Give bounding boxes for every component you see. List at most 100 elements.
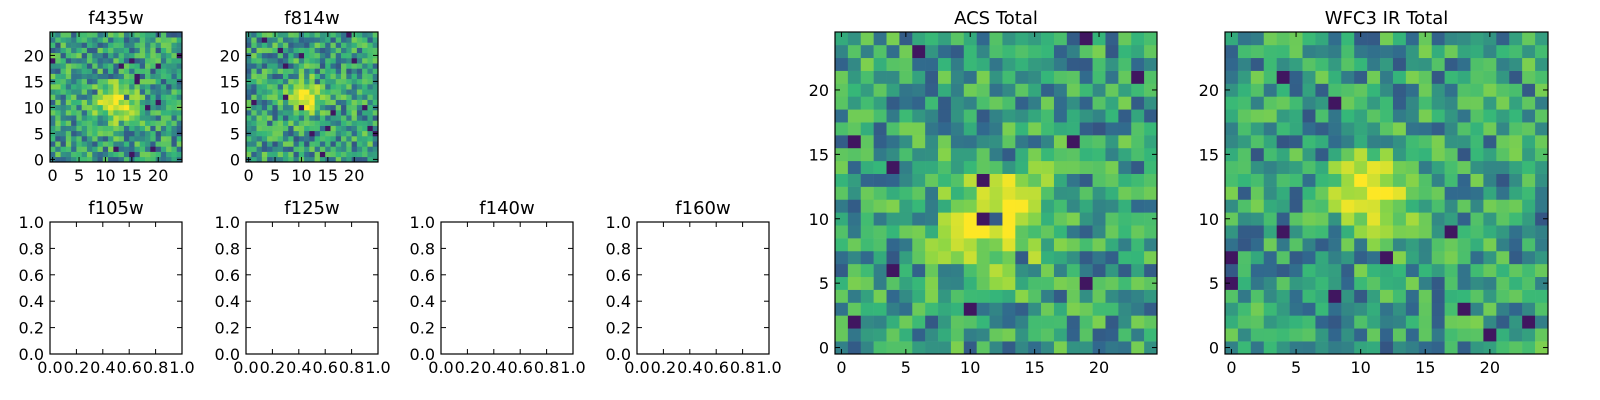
heatmap-cell (139, 146, 146, 152)
heatmap-cell (1263, 122, 1277, 136)
heatmap-cell (1470, 341, 1484, 355)
heatmap-cell (261, 110, 268, 116)
heatmap-cell (362, 89, 368, 95)
heatmap-cell (1444, 186, 1458, 200)
heatmap-cell (113, 130, 119, 137)
heatmap-cell (356, 63, 363, 69)
heatmap-cell (899, 315, 913, 329)
heatmap-cell (246, 89, 252, 95)
heatmap-cell (160, 156, 167, 163)
heatmap-cell (1302, 109, 1316, 123)
heatmap-cell (1092, 147, 1106, 162)
heatmap-cell (1028, 96, 1042, 110)
heatmap-cell (886, 199, 900, 213)
heatmap-cell (108, 110, 114, 116)
heatmap-cell (938, 238, 952, 252)
heatmap-cell (1015, 315, 1029, 329)
heatmap-cell (118, 68, 125, 74)
heatmap-cell (1483, 328, 1497, 342)
heatmap-cell (81, 68, 88, 74)
heatmap-cell (963, 212, 977, 226)
heatmap-cell (155, 58, 162, 64)
heatmap-cell (899, 96, 913, 110)
heatmap-cell (860, 263, 874, 278)
heatmap-cell (256, 125, 263, 132)
heatmap-cell (1431, 109, 1445, 123)
heatmap-cell (155, 115, 162, 121)
heatmap-cell (847, 289, 862, 303)
y-tick-label: 0.8 (410, 239, 435, 258)
heatmap-cell (1002, 135, 1016, 149)
heatmap-cell (346, 115, 352, 121)
heatmap-cell (1470, 212, 1484, 226)
f105w-panel: 0.0 0.2 0.4 0.6 0.8 1.00.00.20.40.60.81.0f105… (19, 198, 195, 377)
heatmap-cell (860, 276, 874, 290)
heatmap-cell (282, 32, 289, 38)
heatmap-cell (1367, 186, 1381, 200)
heatmap-cell (835, 263, 849, 278)
heatmap-cell (1041, 160, 1055, 174)
heatmap-cell (97, 94, 104, 100)
heatmap-cell (293, 89, 300, 95)
heatmap-cell (261, 130, 268, 137)
heatmap-cell (1522, 109, 1536, 123)
heatmap-cell (1405, 238, 1420, 252)
heatmap-cell (118, 141, 125, 147)
heatmap-cell (886, 341, 900, 355)
heatmap-cell (97, 32, 104, 38)
heatmap-cell (1237, 212, 1252, 226)
heatmap-cell (1066, 83, 1081, 97)
heatmap-cell (76, 47, 82, 54)
heatmap-cell (1392, 83, 1407, 97)
heatmap-cell (1328, 289, 1342, 303)
heatmap-cell (134, 89, 141, 95)
heatmap-cell (1457, 173, 1471, 187)
heatmap-cell (60, 104, 67, 111)
heatmap-cell (102, 99, 109, 106)
heatmap-cell (1092, 302, 1106, 316)
heatmap-cell (1431, 276, 1445, 290)
heatmap-cell (1315, 32, 1329, 46)
y-tick-label: 1.0 (19, 213, 44, 232)
heatmap-cell (1015, 250, 1029, 265)
heatmap-cell (847, 57, 862, 71)
heatmap-cell (1405, 109, 1420, 123)
heatmap-cell (1444, 341, 1458, 355)
heatmap-cell (1144, 225, 1158, 239)
heatmap-cell (1328, 276, 1342, 290)
heatmap-cell (1002, 160, 1016, 174)
heatmap-cell (1237, 160, 1252, 174)
heatmap-cell (963, 32, 977, 46)
heatmap-cell (963, 238, 977, 252)
axes-frame (1224, 31, 1549, 355)
heatmap-cell (123, 68, 130, 74)
heatmap-cell (1315, 135, 1329, 149)
heatmap-cell (304, 58, 310, 64)
heatmap-cell (976, 225, 990, 239)
heatmap-cell (1431, 147, 1445, 162)
heatmap-cell (81, 125, 88, 132)
heatmap-cell (145, 151, 151, 158)
heatmap-cell (55, 68, 61, 74)
heatmap-cell (989, 315, 1003, 329)
heatmap-cell (76, 73, 82, 80)
heatmap-cell (272, 68, 278, 74)
heatmap-cell (1302, 160, 1316, 174)
heatmap-cell (1328, 315, 1342, 329)
heatmap-cell (55, 156, 61, 163)
heatmap-cell (886, 109, 900, 123)
heatmap-cell (113, 146, 119, 152)
heatmap-cell (860, 289, 874, 303)
heatmap-cell (314, 104, 321, 111)
y-tick-label: 10 (220, 98, 240, 117)
heatmap-cell (1105, 212, 1119, 226)
heatmap-cell (1470, 57, 1484, 71)
x-tick-label: 15 (122, 166, 142, 185)
heatmap-cell (1131, 57, 1145, 71)
f140w-panel: 0.0 0.2 0.4 0.6 0.8 1.00.00.20.40.60.81.0f140… (410, 198, 586, 377)
heatmap-cell (118, 120, 125, 126)
heatmap-cell (134, 78, 141, 85)
heatmap-cell (912, 96, 926, 110)
heatmap-cell (367, 73, 374, 80)
heatmap-cell (256, 37, 263, 43)
